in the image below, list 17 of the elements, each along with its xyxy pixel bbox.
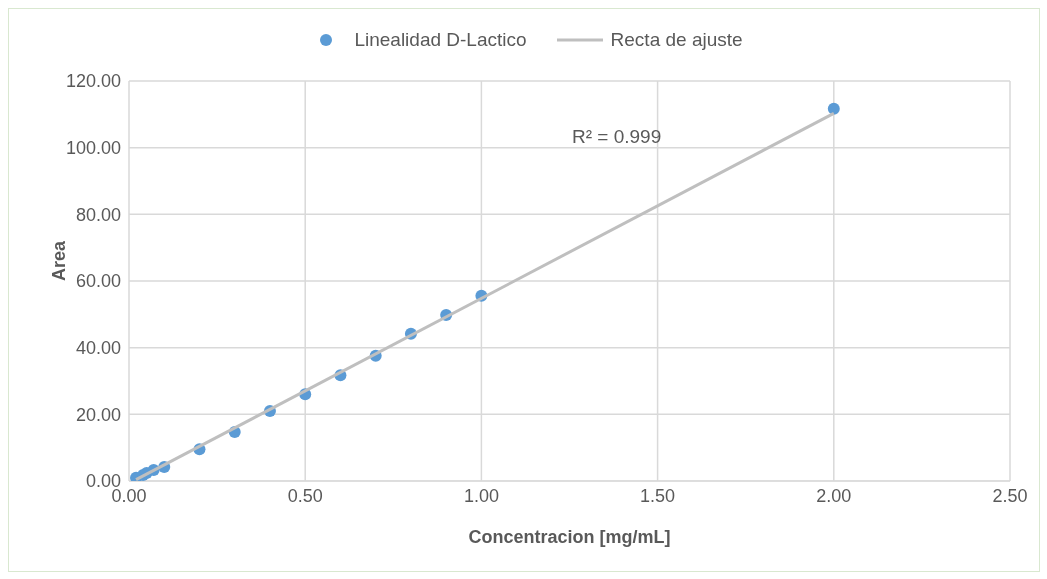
x-tick-label: 1.00 [463, 485, 499, 506]
y-axis-title: Area [49, 239, 70, 281]
x-tick-label: 2.00 [816, 485, 852, 506]
x-axis-title: Concentracion [mg/mL] [468, 527, 671, 547]
y-tick-label: 100.00 [65, 138, 121, 159]
legend-label: Linealidad D-Lactico [354, 29, 527, 51]
point [827, 102, 840, 115]
annotation: R² = 0.999 [572, 126, 662, 148]
y-tick-label: 60.00 [75, 271, 121, 292]
x-tick-label: 1.50 [640, 485, 676, 506]
y-tick-label: 120.00 [65, 71, 121, 92]
legend-label: Recta de ajuste [610, 29, 743, 51]
y-tick-label: 80.00 [75, 204, 121, 225]
x-tick-label: 0.50 [287, 485, 323, 506]
y-tick-label: 40.00 [75, 338, 121, 359]
x-tick-label: 2.50 [992, 485, 1028, 506]
y-tick-label: 20.00 [75, 404, 121, 425]
